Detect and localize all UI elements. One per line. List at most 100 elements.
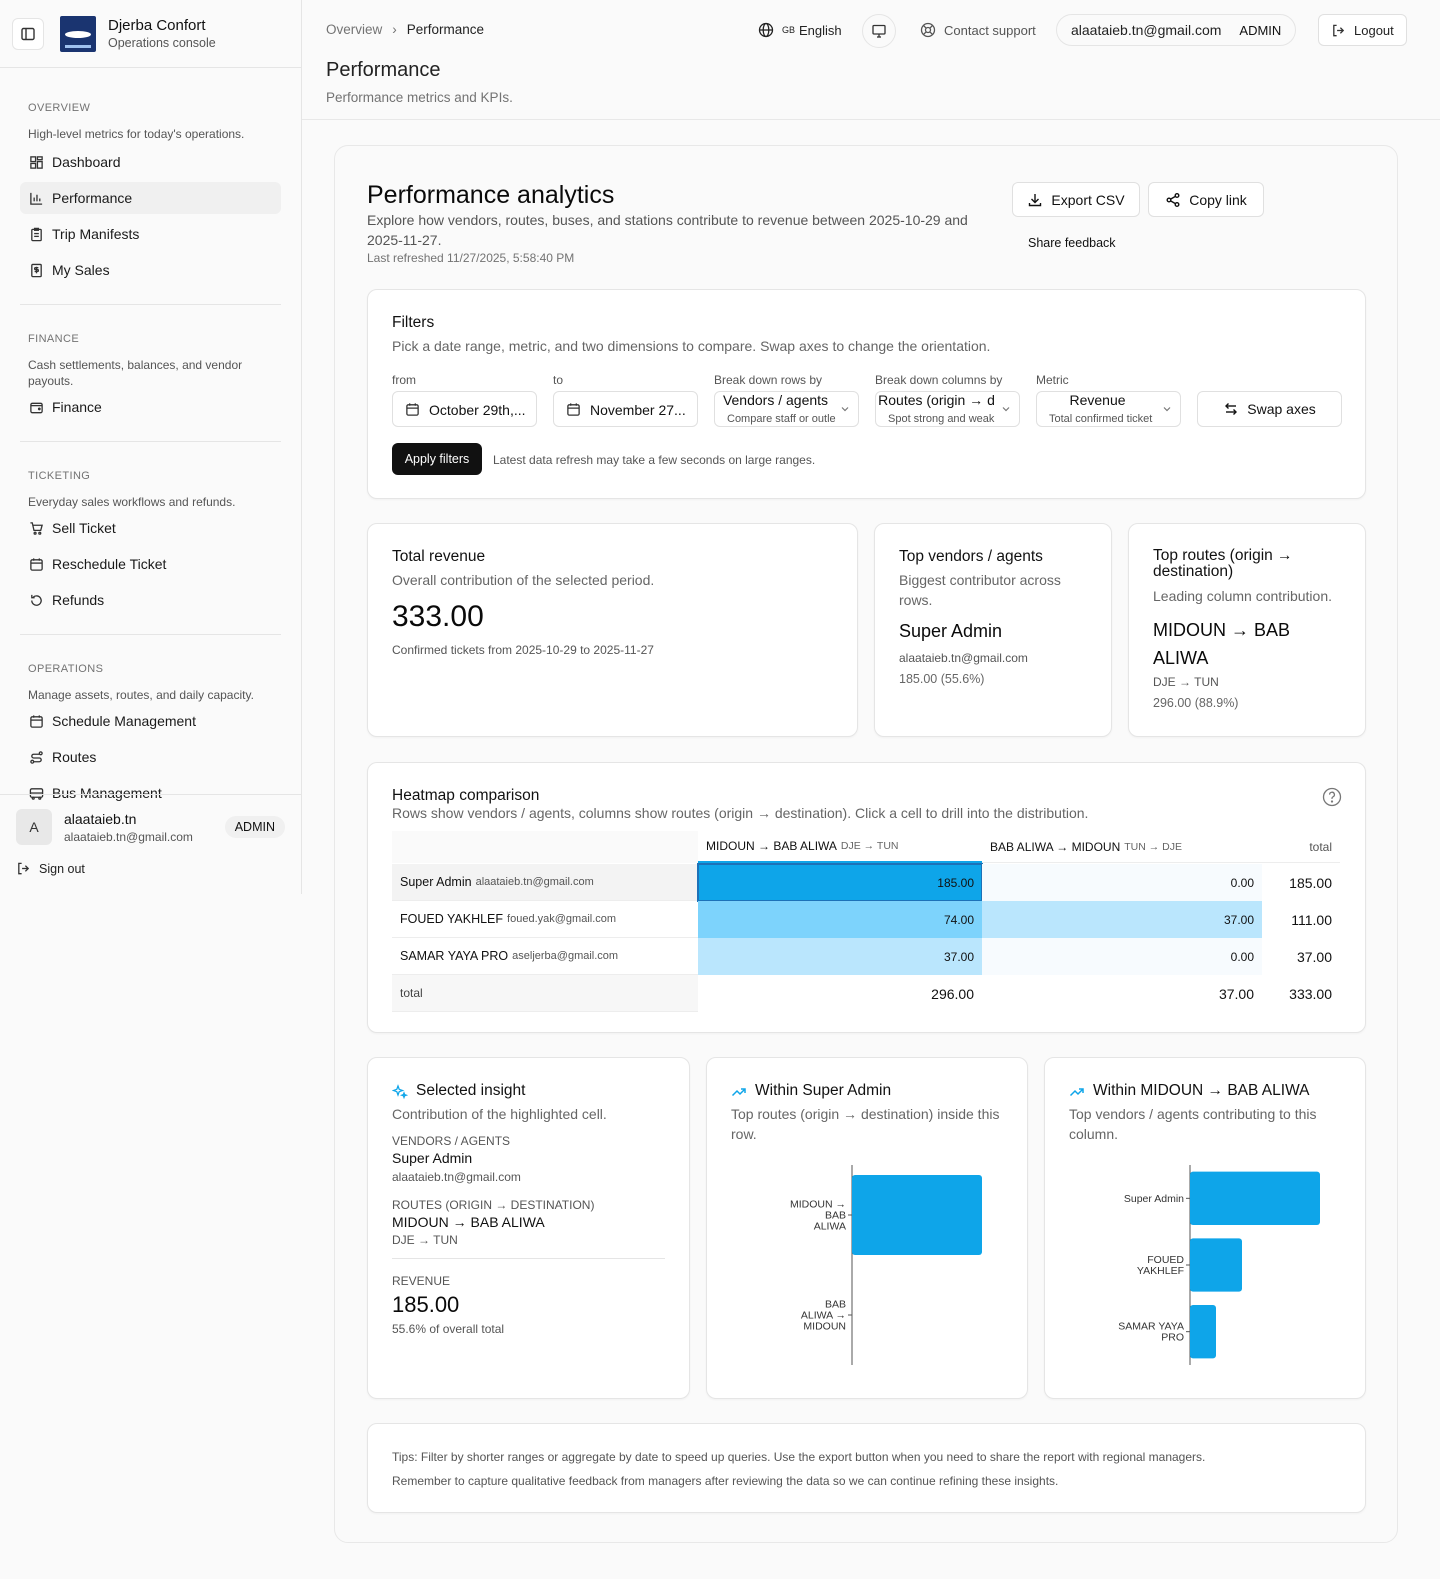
insight-row-email: alaataieb.tn@gmail.com [392, 1170, 521, 1184]
heatmap-cell[interactable]: 185.00 [697, 863, 983, 902]
sidebar-item-label: Performance [52, 190, 133, 206]
contact-support-button[interactable]: Contact support [920, 14, 1036, 46]
share-feedback-link[interactable]: Share feedback [1028, 236, 1116, 250]
sidebar-item-schedule-management[interactable]: Schedule Management [20, 705, 281, 737]
heatmap-cell[interactable]: 74.00 [698, 901, 982, 938]
sidebar-toggle-icon[interactable] [12, 17, 44, 50]
row-total: 185.00 [1289, 874, 1332, 891]
cols-select[interactable]: Routes (origin → d Spot strong and weak … [875, 391, 1020, 427]
column-total: 296.00 [931, 985, 974, 1002]
sidebar-item-sell-ticket[interactable]: Sell Ticket [20, 512, 281, 544]
kpi-title: Total revenue [392, 548, 486, 565]
export-csv-button[interactable]: Export CSV [1012, 182, 1140, 217]
user-chip[interactable]: alaataieb.tn@gmail.com ADMIN [1056, 14, 1297, 46]
apply-filters-button[interactable]: Apply filters [392, 443, 482, 475]
sidebar-item-reschedule-ticket[interactable]: Reschedule Ticket [20, 548, 281, 580]
breadcrumb: Overview › Performance [326, 22, 484, 37]
category-label: BAB ALIWA → MIDOUN [801, 1299, 846, 1333]
nav-section-operations: OPERATIONS Manage assets, routes, and da… [0, 663, 301, 809]
calendar-icon [405, 402, 420, 417]
help-icon[interactable] [1322, 787, 1342, 807]
heatmap-cell[interactable]: 0.00 [982, 864, 1262, 901]
bar[interactable] [1190, 1238, 1242, 1292]
to-date-picker[interactable]: November 27... [553, 391, 698, 427]
sidebar-header: Djerba Confort Operations console [0, 0, 301, 68]
heatmap-cell[interactable]: 0.00 [982, 938, 1262, 975]
metric-label: Metric [1036, 373, 1069, 387]
sidebar-item-my-sales[interactable]: My Sales [20, 254, 281, 286]
section-desc: Everyday sales workflows and refunds. [28, 495, 236, 509]
metric-hint: Total confirmed ticket [1049, 413, 1153, 425]
kpi-top-value: 296.00 (88.9%) [1153, 696, 1239, 710]
rows-select[interactable]: Vendors / agents Compare staff or outle [714, 391, 859, 427]
breadcrumb-overview[interactable]: Overview [326, 22, 383, 37]
tip-line: Remember to capture qualitative feedback… [392, 1474, 1059, 1488]
row-email: aseljerba@gmail.com [512, 950, 619, 962]
language-button[interactable]: GB English [758, 14, 842, 46]
kpi-value: 333.00 [392, 600, 484, 633]
wallet-icon [28, 399, 44, 415]
filters-card: Filters Pick a date range, metric, and t… [367, 289, 1366, 499]
within-row-title: Within Super Admin [755, 1082, 892, 1099]
column-header[interactable]: MIDOUN → BAB ALIWA DJE → TUN [698, 831, 982, 863]
header-user-email: alaataieb.tn@gmail.com [1071, 22, 1222, 38]
sidebar-item-trip-manifests[interactable]: Trip Manifests [20, 218, 281, 250]
bar[interactable] [1190, 1171, 1320, 1225]
footer-label: total [392, 975, 698, 1012]
copy-link-label: Copy link [1189, 191, 1247, 208]
sign-out-button[interactable]: Sign out [16, 861, 285, 876]
kpi-top-code: DJE → TUN [1153, 675, 1219, 689]
section-desc: Cash settlements, balances, and vendor p… [28, 358, 243, 388]
page-subtitle: Performance metrics and KPIs. [326, 90, 513, 105]
selected-insight-card: Selected insight Contribution of the hig… [367, 1057, 690, 1399]
sidebar-item-refunds[interactable]: Refunds [20, 584, 281, 616]
rows-label: Break down rows by [714, 373, 823, 387]
metric-select[interactable]: Revenue Total confirmed ticket [1036, 391, 1181, 427]
kpi-top-name: Super Admin [899, 621, 1003, 641]
analytics-title: Performance analytics [367, 181, 615, 209]
category-label: Super Admin [1124, 1193, 1184, 1205]
column-code: DJE → TUN [840, 840, 899, 852]
within-column-card: Within MIDOUN → BAB ALIWA Top vendors / … [1044, 1057, 1366, 1399]
category-label: MIDOUN → BAB ALIWA [790, 1199, 846, 1233]
sidebar-item-label: Sell Ticket [52, 520, 116, 536]
from-label: from [392, 373, 416, 387]
contact-support-label: Contact support [944, 22, 1036, 38]
page-title: Performance [326, 59, 441, 81]
sidebar-user: A alaataieb.tn alaataieb.tn@gmail.com AD… [0, 794, 301, 876]
sidebar-item-dashboard[interactable]: Dashboard [20, 146, 281, 178]
copy-link-button[interactable]: Copy link [1148, 182, 1264, 217]
nav-section-ticketing: TICKETING Everyday sales workflows and r… [0, 470, 301, 616]
sign-out-label: Sign out [39, 861, 85, 876]
column-header[interactable]: BAB ALIWA → MIDOUN TUN → DJE [982, 831, 1262, 863]
insight-col-name: MIDOUN → BAB ALIWA [392, 1214, 545, 1230]
swap-axes-button[interactable]: Swap axes [1197, 391, 1342, 427]
bar[interactable] [1190, 1305, 1216, 1359]
sidebar-item-bus-management[interactable]: Bus Management [20, 777, 281, 809]
sidebar-item-label: Reschedule Ticket [52, 556, 167, 572]
column-name: BAB ALIWA → MIDOUN [990, 839, 1121, 854]
kpi-title: Top vendors / agents [899, 548, 1043, 565]
display-button[interactable] [862, 14, 896, 48]
trending-up-icon [1069, 1084, 1085, 1100]
insight-metric: REVENUE [392, 1274, 451, 1288]
avatar: A [16, 809, 52, 845]
sidebar-item-finance[interactable]: Finance [20, 391, 281, 423]
row-total: 111.00 [1291, 911, 1332, 928]
rows-value: Vendors / agents [722, 392, 829, 408]
filters-desc: Pick a date range, metric, and two dimen… [392, 338, 991, 354]
heatmap-cell[interactable]: 37.00 [982, 901, 1262, 938]
from-date-picker[interactable]: October 29th,... [392, 391, 537, 427]
logout-button[interactable]: Logout [1318, 14, 1407, 46]
lifebuoy-icon [920, 22, 936, 38]
grid-icon [28, 154, 44, 170]
insight-share: 55.6% of overall total [392, 1322, 505, 1336]
heatmap-cell[interactable]: 37.00 [698, 938, 982, 975]
sidebar-item-routes[interactable]: Routes [20, 741, 281, 773]
kpi-top-value: 185.00 (55.6%) [899, 672, 985, 686]
within-column-title: Within MIDOUN → BAB ALIWA [1093, 1082, 1310, 1099]
sidebar-item-performance[interactable]: Performance [20, 182, 281, 214]
bar[interactable] [852, 1175, 982, 1255]
divider [20, 304, 281, 305]
cols-hint: Spot strong and weak r [888, 413, 997, 425]
